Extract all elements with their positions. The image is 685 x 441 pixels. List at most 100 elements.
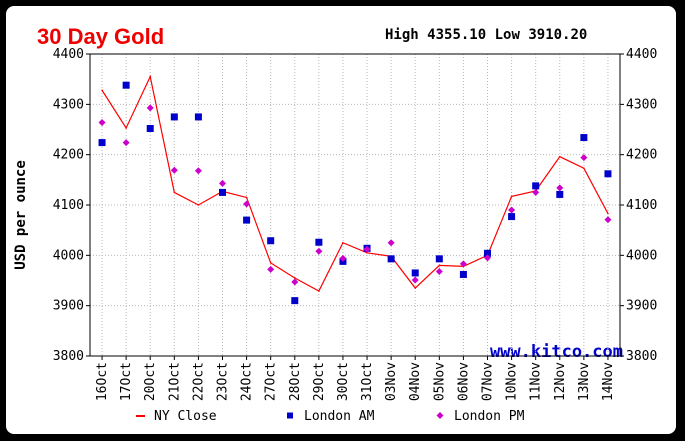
london-pm-point (484, 254, 491, 262)
x-tick-label: 22Oct (191, 362, 206, 401)
london-am-point (194, 113, 202, 121)
london-pm-point (363, 245, 371, 253)
london-pm-point (411, 276, 419, 284)
london-pm-point (122, 139, 130, 147)
ny-close-point (173, 191, 176, 194)
low-value: 3910.20 (528, 27, 587, 43)
y-tick-label-right: 4000 (626, 248, 657, 263)
london-pm-point (219, 179, 226, 187)
y-tick-label-left: 4300 (53, 97, 84, 112)
london-am-point (556, 190, 564, 198)
london-pm-point (98, 118, 106, 126)
x-tick-label: 06Nov (456, 362, 471, 401)
london-pm-point (435, 267, 443, 275)
y-tick-label-right: 4100 (626, 198, 657, 213)
london-pm-point (556, 184, 564, 192)
london-pm-point (580, 154, 588, 162)
ny-close-point (510, 195, 513, 198)
low-label: Low (495, 27, 521, 43)
y-tick-label-left: 4100 (53, 198, 84, 213)
london-am-point (508, 213, 516, 221)
y-tick-label-right: 4200 (626, 148, 657, 163)
legend-swatch-london-pm (436, 412, 444, 419)
y-tick-label-right: 3900 (626, 299, 657, 314)
ny-close-line (101, 74, 609, 292)
y-tick-label-left: 3800 (53, 349, 84, 364)
y-axis-label: USD per ounce (13, 160, 29, 270)
legend: NY Close London AM London PM (136, 409, 525, 424)
ny-close-point (101, 89, 103, 92)
london-am-point (267, 237, 275, 245)
london-am-point (243, 216, 251, 224)
high-label: High (385, 27, 419, 43)
legend-label-ny-close: NY Close (154, 409, 217, 424)
x-tick-label: 11Nov (529, 362, 544, 401)
ny-close-point (583, 167, 585, 170)
ny-close-point (125, 127, 127, 129)
london-am-point (604, 170, 612, 178)
x-tick-label: 31Oct (360, 362, 375, 401)
x-tick-label: 07Nov (481, 362, 496, 401)
legend-label-london-am: London AM (304, 409, 375, 424)
ny-close-point (438, 264, 441, 267)
series-group (98, 74, 612, 305)
ny-close-point (342, 241, 344, 244)
ny-close-point (318, 290, 320, 292)
x-tick-label: 27Oct (264, 362, 279, 401)
london-am-point (387, 255, 395, 263)
london-am-point (146, 124, 154, 132)
london-am-point (98, 139, 106, 147)
grid-lines (90, 54, 620, 356)
high-low-summary: High 4355.10 Low 3910.20 (385, 27, 587, 43)
london-pm-point (532, 188, 540, 196)
london-pm-point (604, 216, 612, 224)
chart-title: 30 Day Gold (37, 24, 164, 49)
x-tick-label: 17Oct (119, 362, 134, 401)
ny-close-point (197, 204, 200, 206)
london-pm-point (170, 166, 178, 174)
london-am-point (459, 270, 467, 278)
legend-label-london-pm: London PM (454, 409, 525, 424)
london-pm-point (267, 265, 275, 273)
x-tick-label: 04Nov (408, 362, 423, 401)
y-tick-label-left: 3900 (53, 299, 84, 314)
london-pm-point (291, 278, 299, 286)
x-tick-label: 30Oct (336, 362, 351, 401)
ny-close-point (269, 262, 272, 264)
x-tick-label: 23Oct (216, 362, 231, 401)
ny-close-point (245, 196, 248, 199)
ny-close-point (607, 212, 609, 215)
chart-frame: 30 Day Gold High 4355.10 Low 3910.20 USD… (6, 6, 676, 434)
x-tick-label: 13Nov (577, 362, 592, 401)
london-am-point (580, 134, 588, 142)
x-tick-label: 03Nov (384, 362, 399, 401)
kitco-watermark: www.kitco.com (490, 342, 623, 362)
london-pm-point (315, 247, 323, 255)
y-tick-label-left: 4200 (53, 148, 84, 163)
london-am-point (435, 255, 443, 263)
y-tick-label-right: 3800 (626, 349, 657, 364)
london-am-point (122, 81, 130, 89)
ny-close-point (414, 287, 417, 289)
x-tick-label: 20Oct (143, 362, 158, 401)
legend-swatch-london-am (287, 412, 293, 419)
london-pm-point (459, 260, 467, 268)
london-pm-point (146, 104, 154, 112)
london-pm-point (339, 254, 347, 262)
x-tick-label: 16Oct (95, 362, 110, 401)
x-tick-label: 29Oct (312, 362, 327, 401)
london-am-point (532, 182, 540, 190)
london-pm-point (508, 206, 516, 214)
x-tick-label: 24Oct (240, 362, 255, 401)
x-tick-label: 10Nov (505, 362, 520, 401)
y-tick-label-right: 4400 (626, 47, 657, 62)
ny-close-point (293, 277, 296, 279)
high-value: 4355.10 (427, 27, 486, 43)
ny-close-point (366, 252, 368, 254)
y-tick-label-left: 4000 (53, 248, 84, 263)
ny-close-point (149, 75, 152, 78)
x-tick-label: 05Nov (432, 362, 447, 401)
london-am-point (170, 113, 178, 121)
x-tick-label: 14Nov (601, 362, 616, 401)
x-tick-label: 28Oct (288, 362, 303, 401)
